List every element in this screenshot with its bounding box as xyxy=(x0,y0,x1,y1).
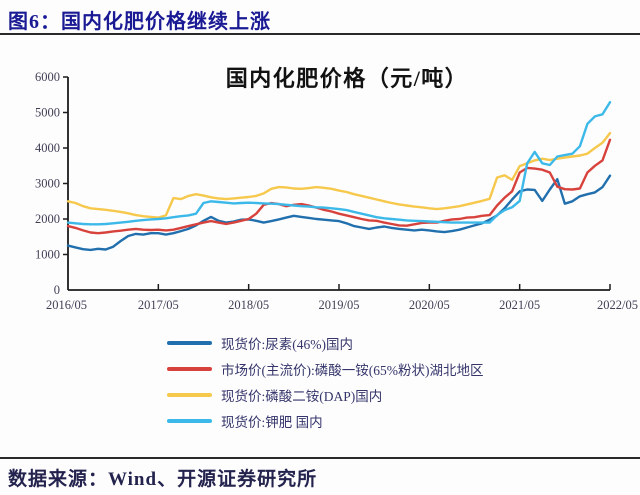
legend-label: 现货价:尿素(46%)国内 xyxy=(221,337,353,352)
chart-title: 国内化肥价格（元/吨） xyxy=(226,66,469,91)
data-source-text: 数据来源：Wind、开源证券研究所 xyxy=(8,469,318,490)
figure-title: 图6：国内化肥价格继续上涨 xyxy=(8,11,271,33)
axis-labels: 0 1000 2000 3000 4000 5000 6000 2016/05 2017/05 2… xyxy=(35,70,638,312)
axis-ticks xyxy=(63,76,611,290)
y-tick-label: 0 xyxy=(54,283,60,297)
legend-item: 市场价(主流价):磷酸一铵(65%粉状)湖北地区 xyxy=(167,360,637,378)
legend-swatch-icon xyxy=(167,393,212,397)
fertilizer-price-chart: 国内化肥价格（元/吨） 0 1000 2000 3000 4000 5000 6000 201… xyxy=(0,36,640,328)
series-line-1 xyxy=(66,138,612,235)
legend-item: 现货价:尿素(46%)国内 xyxy=(167,334,637,352)
series-line-0 xyxy=(66,174,612,252)
legend-swatch-icon xyxy=(167,419,212,423)
x-tick-label: 2018/05 xyxy=(228,298,269,312)
legend-label: 现货价:磷酸二铵(DAP)国内 xyxy=(221,389,383,404)
series-line-3 xyxy=(66,100,612,226)
x-tick-label: 2016/05 xyxy=(46,298,87,312)
chart-axes xyxy=(67,77,610,291)
legend-swatch-icon xyxy=(167,367,212,371)
x-tick-label: 2019/05 xyxy=(319,298,360,312)
y-tick-label: 4000 xyxy=(35,141,60,155)
y-tick-label: 2000 xyxy=(35,212,60,226)
legend-label: 现货价:钾肥 国内 xyxy=(221,415,323,430)
x-tick-label: 2017/05 xyxy=(138,298,179,312)
y-tick-label: 1000 xyxy=(35,248,60,262)
chart-legend: 现货价:尿素(46%)国内市场价(主流价):磷酸一铵(65%粉状)湖北地区 现货价… xyxy=(167,334,637,430)
y-tick-label: 6000 xyxy=(35,70,60,84)
x-tick-label: 2021/05 xyxy=(499,298,540,312)
legend-item: 现货价:钾肥 国内 xyxy=(167,412,637,430)
legend-item: 现货价:磷酸二铵(DAP)国内 xyxy=(167,386,637,404)
x-tick-label: 2022/05 xyxy=(597,298,638,312)
legend-swatch-icon xyxy=(167,341,212,345)
header-divider xyxy=(0,33,640,35)
y-tick-label: 5000 xyxy=(35,106,60,120)
y-tick-label: 3000 xyxy=(35,177,60,191)
series-line-2 xyxy=(66,131,612,219)
footer-divider xyxy=(0,457,640,459)
x-tick-label: 2020/05 xyxy=(409,298,450,312)
series-lines xyxy=(66,100,612,252)
legend-label: 市场价(主流价):磷酸一铵(65%粉状)湖北地区 xyxy=(221,363,484,378)
chart-canvas: 国内化肥价格（元/吨） 0 1000 2000 3000 4000 5000 6000 201… xyxy=(35,66,638,312)
